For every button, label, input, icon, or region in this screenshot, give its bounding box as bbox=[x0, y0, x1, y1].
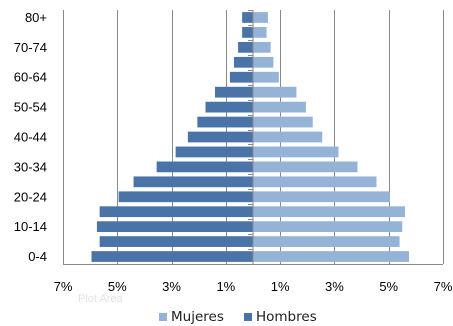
y-tick-label-10-14: 10-14 bbox=[14, 219, 47, 234]
bar-hombres-50-54 bbox=[205, 101, 253, 113]
bar-mujeres-65-69 bbox=[253, 56, 274, 68]
bar-mujeres-55-59 bbox=[253, 86, 297, 98]
bar-mujeres-45-49 bbox=[253, 116, 313, 128]
y-tick-label-0-4: 0-4 bbox=[28, 249, 47, 264]
bar-hombres-45-49 bbox=[197, 116, 253, 128]
bar-hombres-20-24 bbox=[118, 191, 254, 203]
y-tick-label-40-44: 40-44 bbox=[14, 130, 47, 145]
x-tick-label-5: 3% bbox=[325, 279, 344, 294]
bar-mujeres-25-29 bbox=[253, 176, 377, 188]
y-tick-label-70-74: 70-74 bbox=[14, 40, 47, 55]
bar-hombres-65-69 bbox=[234, 56, 253, 68]
bar-hombres-25-29 bbox=[133, 176, 253, 188]
bar-hombres-75-79 bbox=[242, 27, 253, 38]
bar-hombres-10-14 bbox=[96, 221, 253, 233]
bar-mujeres-40-44 bbox=[253, 131, 323, 143]
bar-hombres-30-34 bbox=[156, 161, 253, 173]
x-tick-label-1: 5% bbox=[108, 279, 127, 294]
x-tick-label-2: 3% bbox=[162, 279, 181, 294]
bar-hombres-55-59 bbox=[215, 86, 253, 98]
bar-mujeres-60-64 bbox=[253, 71, 279, 83]
legend-swatch-mujeres bbox=[159, 313, 167, 321]
x-tick-label-6: 5% bbox=[379, 279, 398, 294]
bar-mujeres-10-14 bbox=[253, 221, 403, 233]
x-tick-labels: 7% 5% 3% 1% 1% 3% 5% 7% bbox=[54, 279, 453, 294]
axes bbox=[63, 10, 443, 265]
bar-mujeres-35-39 bbox=[253, 146, 339, 158]
bar-mujeres-15-19 bbox=[253, 206, 405, 218]
y-tick-label-20-24: 20-24 bbox=[14, 189, 47, 204]
x-tick-label-4: 1% bbox=[271, 279, 290, 294]
legend-label-mujeres: Mujeres bbox=[171, 309, 224, 325]
bar-hombres-15-19 bbox=[99, 206, 254, 218]
bar-mujeres-50-54 bbox=[253, 101, 306, 113]
bar-hombres-0-4 bbox=[91, 251, 253, 262]
x-tick-label-3: 1% bbox=[216, 279, 235, 294]
bar-mujeres-75-79 bbox=[253, 27, 267, 38]
legend-label-hombres: Hombres bbox=[256, 309, 317, 325]
bar-hombres-60-64 bbox=[229, 71, 253, 83]
legend-swatch-hombres bbox=[244, 313, 252, 321]
y-tick-labels: 0-4 10-14 20-24 30-34 40-44 50-54 60-64 70-74 80… bbox=[14, 10, 47, 264]
y-tick-label-50-54: 50-54 bbox=[14, 100, 47, 115]
x-tick-label-0: 7% bbox=[54, 279, 73, 294]
y-tick-label-80+: 80+ bbox=[25, 10, 47, 25]
plot-area-ghost-label: Plot Area bbox=[78, 293, 124, 305]
bar-hombres-80+ bbox=[242, 12, 253, 23]
bars bbox=[91, 12, 410, 262]
bar-mujeres-5-9 bbox=[253, 236, 400, 247]
bar-mujeres-20-24 bbox=[253, 191, 391, 203]
bar-hombres-5-9 bbox=[99, 236, 254, 247]
bar-mujeres-30-34 bbox=[253, 161, 358, 173]
bar-hombres-40-44 bbox=[187, 131, 253, 143]
legend: Mujeres Hombres bbox=[159, 309, 317, 325]
y-tick-label-60-64: 60-64 bbox=[14, 70, 47, 85]
bar-mujeres-0-4 bbox=[253, 251, 410, 262]
x-tick-label-7: 7% bbox=[434, 279, 453, 294]
bar-mujeres-80+ bbox=[253, 12, 268, 23]
y-tick-label-30-34: 30-34 bbox=[14, 159, 47, 174]
bar-hombres-35-39 bbox=[175, 146, 253, 158]
bar-hombres-70-74 bbox=[238, 41, 253, 53]
bar-mujeres-70-74 bbox=[253, 41, 271, 53]
